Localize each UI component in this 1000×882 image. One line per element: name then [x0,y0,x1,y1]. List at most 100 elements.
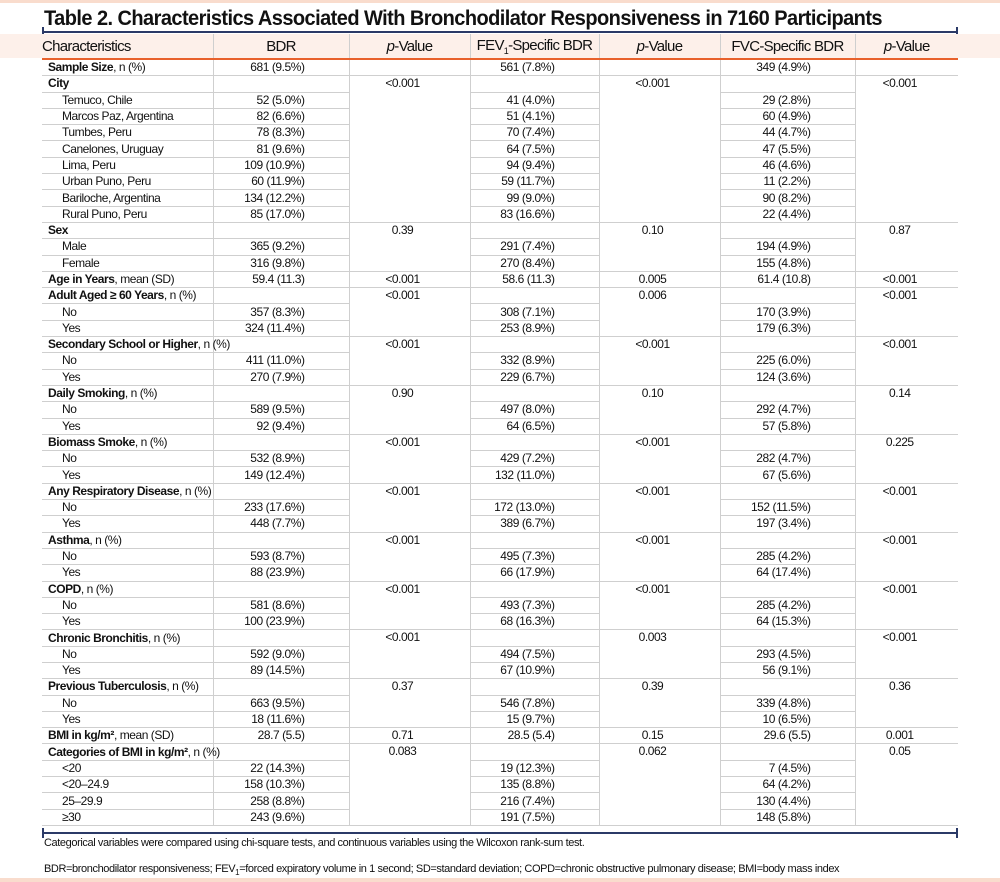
group-suffix: , mean (SD) [113,728,174,743]
group-suffix: , n (%) [187,744,221,759]
table-row-group: Previous Tuberculosis, n (%) 0.37 0.39 0.36 [42,678,958,729]
p2-value: 0.10 [598,385,720,435]
bdr-value: 85 (17.0%) [212,206,349,223]
fvc-value: 339 (4.8%) [719,695,855,712]
bdr-value [212,287,349,305]
group-suffix: , n (%) [124,386,158,401]
fev-value: 99 (9.0%) [469,189,599,207]
group-suffix: , n (%) [166,679,199,694]
row-label: No [42,646,213,663]
table-row-group: BMI in kg/m², mean (SD) 28.7 (5.5) 0.71 28.… [42,727,958,745]
row-label: Tumbes, Peru [42,124,213,142]
bdr-value [212,434,349,452]
group-label: Age in Years [48,272,115,286]
row-label: Chronic Bronchitis, n (%) [42,629,213,647]
table-row: No 532 (8.9%) 429 (7.2%) 282 (4.7%) [42,450,958,468]
p3-value: <0.001 [854,532,958,582]
p1-value: <0.001 [348,434,470,484]
fev-value: 229 (6.7%) [469,369,599,386]
row-label: <20 [42,760,213,778]
fvc-value: 285 (4.2%) [719,548,855,566]
bdr-value: 243 (9.6%) [212,809,349,826]
table-row-group: Chronic Bronchitis, n (%) <0.001 0.003 <0.0… [42,629,958,680]
bdr-value: 532 (8.9%) [212,450,349,468]
bdr-value: 316 (9.8%) [212,255,349,272]
row-label: Yes [42,320,213,338]
bdr-value: 365 (9.2%) [212,238,349,256]
fev-value [469,743,599,761]
p2-value: 0.003 [598,629,720,680]
bdr-value: 411 (11.0%) [212,352,349,370]
fev-value: 41 (4.0%) [469,92,599,109]
table-row: No 589 (9.5%) 497 (8.0%) 292 (4.7%) [42,401,958,419]
fev-value: 291 (7.4%) [469,238,599,256]
row-label: Female [42,255,213,272]
row-label: Canelones, Uruguay [42,140,213,158]
bdr-value [212,581,349,598]
bdr-value [212,532,349,549]
table-row: No 411 (11.0%) 332 (8.9%) 225 (6.0%) [42,352,958,370]
fev-value: 132 (11.0%) [469,466,599,484]
row-label: 25–29.9 [42,792,213,810]
p2-value: 0.006 [598,287,720,338]
footnote-abbreviations: BDR=bronchodilator responsiveness; FEV1=… [44,863,840,878]
fev-value: 497 (8.0%) [469,401,599,419]
bdr-value: 59.4 (11.3) [212,271,349,289]
bdr-value: 52 (5.0%) [212,92,349,109]
p3-value: 0.14 [854,385,958,435]
bdr-value [212,678,349,696]
table-row-group: Sample Size, n (%) 681 (9.5%) 561 (7.8%) 34… [42,59,958,77]
fev-value: 59 (11.7%) [469,173,599,191]
group-suffix: , n (%) [147,630,181,645]
table-row: No 357 (8.3%) 308 (7.1%) 170 (3.9%) [42,303,958,321]
row-label: Marcos Paz, Argentina [42,108,213,126]
bdr-value: 28.7 (5.5) [212,727,349,745]
row-label: Yes [42,466,213,484]
bdr-value: 681 (9.5%) [212,59,349,77]
fvc-value: 11 (2.2%) [719,173,855,191]
p1-value: 0.90 [348,385,470,435]
fvc-value: 148 (5.8%) [719,809,855,826]
row-label: Temuco, Chile [42,92,213,109]
table-title: Table 2. Characteristics Associated With… [44,6,883,30]
bdr-value: 592 (9.0%) [212,646,349,663]
fev-value: 68 (16.3%) [469,613,599,631]
group-suffix: , n (%) [197,337,231,352]
row-label: No [42,695,213,712]
group-label: Sex [48,223,69,238]
fev-value [469,434,599,452]
fvc-value: 7 (4.5%) [719,760,855,778]
p1-value: <0.001 [348,581,470,631]
bdr-value: 18 (11.6%) [212,711,349,729]
fvc-value: 44 (4.7%) [719,124,855,142]
fvc-value [719,287,855,305]
p1-value: <0.001 [348,75,470,223]
p2-value: <0.001 [598,581,720,631]
p1-value: 0.083 [348,743,470,826]
group-label: City [48,76,69,91]
row-label: <20–24.9 [42,776,213,794]
p1-value: <0.001 [348,483,470,533]
table-row-group: Sex 0.39 0.10 0.87 [42,222,958,272]
row-label: No [42,401,213,419]
fvc-value: 47 (5.5%) [719,140,855,158]
fev-value: 64 (7.5%) [469,140,599,158]
bdr-value: 357 (8.3%) [212,303,349,321]
row-label: Rural Puno, Peru [42,206,213,223]
table-row: Yes 149 (12.4%) 132 (11.0%) 67 (5.6%) [42,466,958,484]
fev-value: 561 (7.8%) [469,59,599,77]
row-label: Yes [42,711,213,729]
row-label: Yes [42,613,213,631]
table-row: Urban Puno, Peru 60 (11.9%) 59 (11.7%) 11 (… [42,173,958,191]
row-label: Adult Aged ≥ 60 Years, n (%) [42,287,213,305]
table-row: <20 22 (14.3%) 19 (12.3%) 7 (4.5%) [42,760,958,778]
bdr-value: 324 (11.4%) [212,320,349,338]
bdr-value: 88 (23.9%) [212,564,349,582]
fev-value [469,678,599,696]
footnote-tests: Categorical variables were compared usin… [44,837,585,849]
row-label: Yes [42,369,213,386]
p1-value [348,59,470,77]
p2-value: 0.10 [598,222,720,272]
fvc-value: 57 (5.8%) [719,418,855,435]
col-p3: p-Value [854,34,958,60]
